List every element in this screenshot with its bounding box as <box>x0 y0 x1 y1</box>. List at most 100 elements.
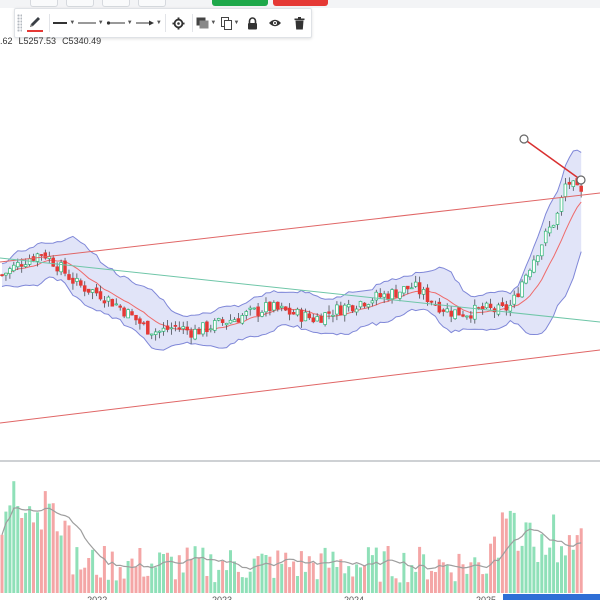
candlestick <box>205 320 209 337</box>
volume-bar <box>134 566 138 593</box>
candlestick <box>130 308 134 316</box>
candlestick <box>260 310 264 318</box>
hide-button[interactable] <box>264 10 288 36</box>
candlestick <box>16 258 20 270</box>
eye-icon <box>269 19 282 27</box>
volume-bar <box>327 567 331 593</box>
candlestick <box>378 288 382 299</box>
band-fill <box>2 150 582 351</box>
candlestick <box>161 322 166 336</box>
candlestick <box>417 276 422 299</box>
drawing-toolbar: ▼ ▼ ▼ ▼ <box>14 8 312 38</box>
drag-handle[interactable] <box>17 14 23 32</box>
line-start-button[interactable]: ▼ <box>105 10 134 36</box>
line-width-button[interactable]: ▼ <box>52 10 76 36</box>
top-bar-tab[interactable] <box>138 0 166 7</box>
candlestick <box>169 322 174 335</box>
candlestick <box>0 273 4 277</box>
delete-button[interactable] <box>287 10 311 36</box>
top-bar-tab[interactable] <box>66 0 94 7</box>
candlesticks <box>0 176 583 344</box>
candlestick <box>457 307 461 316</box>
arrow-start-handle[interactable] <box>519 134 529 144</box>
visibility-layers-button[interactable]: ▼ <box>195 10 219 36</box>
confirm-button[interactable] <box>212 0 268 6</box>
volume-bar <box>106 579 110 593</box>
volume-bar <box>437 559 441 593</box>
candlestick <box>374 289 379 305</box>
candlestick <box>571 180 576 191</box>
volume-bar <box>173 579 177 593</box>
cancel-button[interactable] <box>273 0 328 6</box>
volume-bar <box>244 577 248 593</box>
lock-button[interactable] <box>242 10 264 36</box>
volume-bar <box>284 552 288 593</box>
candlestick <box>327 305 331 320</box>
volume-bar <box>449 572 453 593</box>
candlestick <box>118 304 122 311</box>
channel-lower-line[interactable] <box>0 349 600 424</box>
clone-button[interactable]: ▼ <box>218 10 242 36</box>
volume-bar <box>465 573 469 593</box>
volume-bar <box>28 506 32 593</box>
candlestick <box>149 333 154 340</box>
candlestick <box>264 297 268 317</box>
candlestick <box>484 301 489 309</box>
time-axis-label: 2025 <box>476 595 496 600</box>
volume-bar <box>288 567 292 593</box>
candlestick <box>402 286 406 297</box>
volume-bar <box>414 571 418 593</box>
candlestick <box>75 273 79 286</box>
candlestick <box>315 313 319 322</box>
volume-bar <box>146 575 150 593</box>
line-start-icon <box>106 21 125 25</box>
user-drawings[interactable] <box>0 134 600 424</box>
candlestick <box>213 318 217 334</box>
volume-bar <box>575 535 579 593</box>
candlestick <box>425 284 430 306</box>
time-axis-selection[interactable] <box>503 594 600 600</box>
trendline-green[interactable] <box>0 257 600 323</box>
line-style-button[interactable]: ▼ <box>76 10 105 36</box>
line-end-button[interactable]: ▼ <box>134 10 163 36</box>
candlestick <box>43 249 48 260</box>
top-bar-tab[interactable] <box>102 0 130 7</box>
volume-bar <box>189 558 193 593</box>
candlestick <box>512 290 516 309</box>
candlestick <box>126 308 130 319</box>
arrow-line[interactable] <box>523 138 582 181</box>
candlestick <box>71 272 75 290</box>
pencil-button[interactable] <box>23 10 47 36</box>
channel-upper-line[interactable] <box>0 192 600 263</box>
volume-bar <box>347 566 351 593</box>
settings-button[interactable] <box>168 10 190 36</box>
volume-bar <box>47 503 51 593</box>
candlestick <box>504 300 509 316</box>
volume-bar <box>126 561 130 593</box>
volume-bar <box>51 503 55 593</box>
candlestick <box>536 255 540 266</box>
volume-bar <box>410 565 414 593</box>
close-value: C5340.49 <box>62 36 102 46</box>
candlestick <box>339 301 343 316</box>
volume-bar <box>563 555 567 593</box>
candlestick <box>177 321 182 332</box>
volume-bar <box>552 514 556 593</box>
candlestick <box>295 307 300 317</box>
candlestick <box>67 269 71 281</box>
candlestick <box>216 317 221 322</box>
candlestick <box>142 321 146 326</box>
candlestick <box>138 316 142 330</box>
volume-bar <box>571 549 575 593</box>
candlestick <box>469 311 473 323</box>
candlestick <box>390 288 394 304</box>
candlestick <box>134 314 138 325</box>
arrow-end-handle[interactable] <box>576 175 586 185</box>
candlestick <box>197 327 201 335</box>
volume-bar <box>544 554 548 593</box>
top-bar-tab[interactable] <box>30 0 58 7</box>
line-style-icon <box>77 22 96 24</box>
candlestick <box>496 302 501 317</box>
